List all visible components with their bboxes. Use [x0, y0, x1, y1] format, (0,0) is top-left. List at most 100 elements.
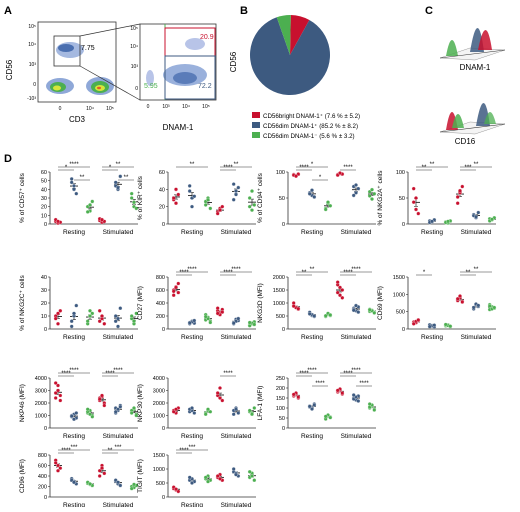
significance-label: ** [422, 165, 427, 171]
significance-label: * [311, 162, 314, 168]
dot-plot: 0 10 20 30 40 % of NKG2C⁺ cells Resting Stimula… [19, 275, 139, 341]
y-tick-label: 0 [162, 327, 165, 333]
y-tick-label: 500 [156, 481, 165, 487]
panel-label-d: D [4, 153, 12, 165]
panel-label-a: A [4, 5, 12, 17]
data-point [236, 411, 241, 415]
flow-gate-percent: 7.75 [81, 45, 95, 52]
y-tick-label: 1500 [273, 288, 285, 294]
data-point [474, 214, 478, 219]
data-point [174, 407, 178, 412]
data-point [411, 321, 416, 326]
data-point [335, 290, 340, 295]
data-point [208, 409, 213, 414]
significance-label: ** [190, 162, 195, 168]
y-tick-label: 2000 [153, 401, 165, 407]
data-point [190, 204, 194, 209]
data-point [455, 195, 460, 199]
y-tick-label: 10 [41, 213, 47, 219]
significance-label: * [65, 165, 68, 171]
data-point [85, 209, 90, 214]
data-point [132, 406, 136, 410]
significance-label: * [319, 175, 322, 181]
flow-plot-2: 20.9 72.2 5.95 CD56 DNAM-1 10⁵ 10⁴ 10³ 0… [130, 23, 238, 132]
y-tick-label: 1000 [153, 414, 165, 420]
data-point [118, 306, 123, 311]
significance-label: **** [61, 371, 71, 377]
group-label: Stimulated [103, 229, 134, 236]
y-tick-label: 200 [156, 314, 165, 320]
data-point [190, 406, 194, 410]
flow-pct-bright: 20.9 [200, 34, 214, 41]
data-point [187, 189, 192, 194]
y-tick-label: 0 [44, 426, 47, 432]
group-label: Resting [63, 229, 85, 236]
flow1-ylabel: CD56 [5, 59, 14, 80]
pie-slice [276, 14, 291, 55]
data-point [236, 185, 241, 190]
histogram-dnam1-label: DNAM-1 [460, 63, 491, 72]
significance-label: **** [307, 368, 317, 374]
y-tick-label: 600 [38, 464, 47, 470]
data-point [247, 196, 252, 200]
data-point [411, 200, 416, 205]
data-point [113, 180, 118, 185]
histogram-cd16: CD16 [439, 103, 506, 146]
y-tick-label: 800 [38, 453, 47, 459]
data-point [174, 201, 178, 206]
significance-label: * [109, 165, 112, 171]
data-point [53, 396, 58, 400]
y-tick-label: 50 [399, 196, 405, 202]
y-tick-label: 30 [41, 288, 47, 294]
y-tick-label: 2000 [35, 401, 47, 407]
data-point [174, 487, 178, 492]
data-point [487, 304, 492, 309]
data-point [335, 388, 340, 393]
y-tick-label: 500 [276, 314, 285, 320]
data-point [129, 486, 134, 491]
data-point [231, 467, 236, 471]
data-point [113, 319, 118, 324]
data-point [471, 305, 476, 310]
y-tick-label: 200 [38, 485, 47, 491]
significance-label: ** [108, 448, 113, 454]
data-point [476, 303, 481, 308]
y-tick-label: 0 [162, 426, 165, 432]
y-tick-label: 20 [41, 205, 47, 211]
data-point [250, 189, 254, 194]
significance-label: **** [113, 368, 123, 374]
y-tick-label: 40 [159, 187, 165, 193]
group-label: Stimulated [341, 433, 372, 440]
data-point [252, 202, 257, 207]
y-tick-label: 60 [41, 170, 47, 176]
data-point [206, 407, 210, 412]
data-point [460, 300, 465, 304]
data-point [90, 311, 95, 316]
y-tick-label: 2000 [273, 275, 285, 281]
group-label: Stimulated [103, 433, 134, 440]
group-label: Resting [181, 334, 203, 341]
data-point [53, 391, 58, 395]
data-point [372, 310, 377, 315]
data-point [69, 319, 74, 324]
data-point [100, 217, 104, 222]
data-point [53, 460, 58, 465]
data-point [206, 479, 210, 484]
significance-label: **** [299, 165, 309, 171]
data-point [411, 186, 416, 191]
y-axis-label: % of CD57⁺ cells [19, 172, 26, 222]
y-axis-label: % of NKG2C⁺ cells [19, 275, 26, 331]
y-tick-label: 0 [44, 222, 47, 228]
data-point [129, 196, 134, 200]
dot-plot: 0 500 1000 1500 CD69 (MFI) Resting * Stimulated… [377, 267, 497, 341]
significance-label: **** [231, 267, 241, 273]
data-point [231, 197, 236, 202]
significance-label: ** [234, 162, 239, 168]
dot-plot: 0 20 40 60 % of KIR⁺ cells Resting ** Stimulate… [137, 162, 257, 236]
data-point [458, 188, 462, 193]
group-label: Resting [301, 433, 323, 440]
significance-label: ** [124, 175, 129, 181]
data-point [100, 466, 104, 471]
